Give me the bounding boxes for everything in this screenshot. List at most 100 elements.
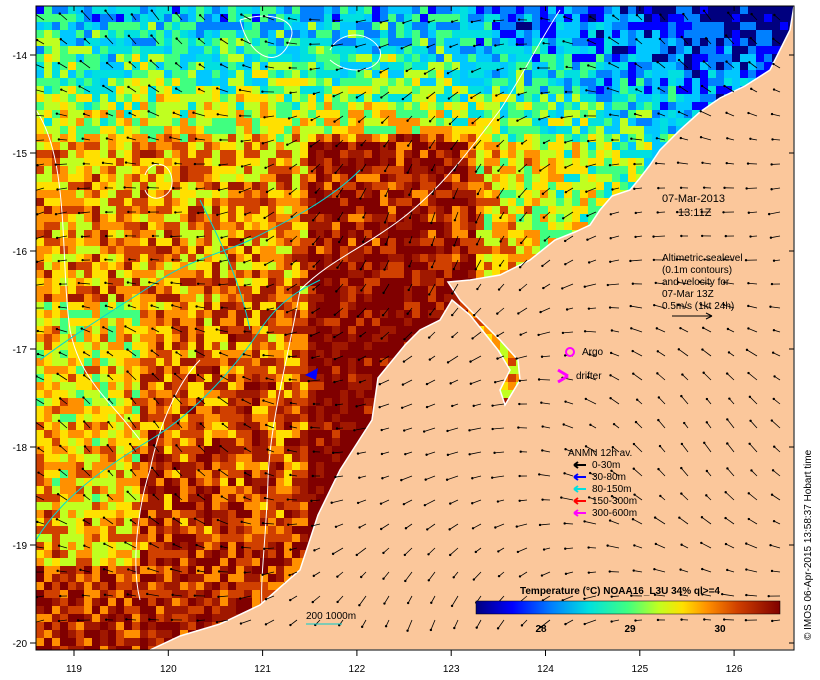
velocity-arrow-head [197, 469, 200, 472]
velocity-arrow [585, 330, 597, 333]
velocity-arrow-head [126, 593, 129, 596]
velocity-arrow [726, 373, 735, 381]
velocity-arrow-head [32, 622, 34, 624]
velocity-arrow [36, 14, 45, 21]
velocity-arrow [520, 235, 528, 244]
velocity-arrow-head [58, 468, 61, 472]
velocity-arrow [497, 331, 505, 337]
velocity-arrow [703, 442, 712, 453]
velocity-arrow-head [219, 63, 223, 66]
velocity-arrow [243, 65, 252, 69]
velocity-arrow [470, 355, 482, 362]
velocity-arrow [289, 571, 298, 576]
velocity-arrow-head [431, 192, 434, 196]
x-tick-label: 125 [631, 664, 648, 675]
velocity-arrow-head [560, 496, 563, 499]
velocity-arrow-head [333, 120, 336, 123]
velocity-arrow-head [446, 453, 450, 457]
velocity-arrow-head [242, 64, 245, 67]
velocity-arrow-head [518, 499, 521, 503]
velocity-arrow-head [60, 88, 63, 91]
velocity-arrow [36, 546, 45, 549]
velocity-arrow-head [218, 163, 221, 167]
velocity-arrow [401, 475, 413, 481]
velocity-arrow-head [265, 377, 268, 380]
velocity-arrow-head [631, 282, 635, 285]
velocity-arrow [381, 427, 390, 431]
velocity-arrow-head [104, 258, 107, 261]
velocity-arrow [78, 282, 91, 285]
velocity-arrow [726, 61, 735, 69]
velocity-arrow [471, 19, 482, 23]
velocity-arrow-head [381, 121, 384, 124]
velocity-arrow [170, 137, 183, 141]
velocity-arrow [447, 451, 459, 456]
velocity-arrow [703, 10, 712, 21]
velocity-arrow [679, 517, 689, 525]
velocity-arrow-head [312, 265, 315, 268]
velocity-arrow-head [679, 186, 683, 189]
velocity-arrow [749, 443, 758, 453]
velocity-arrow [216, 619, 229, 623]
velocity-arrow-head [471, 70, 474, 73]
velocity-arrow-head [239, 239, 243, 242]
velocity-arrow [83, 519, 91, 525]
velocity-arrow-head [540, 401, 543, 404]
velocity-arrow [241, 39, 252, 45]
velocity-arrow-head [633, 162, 636, 166]
velocity-arrow-head [59, 594, 62, 598]
velocity-arrow-head [81, 137, 84, 140]
velocity-arrow [239, 89, 252, 93]
velocity-arrow [748, 328, 758, 333]
velocity-arrow [610, 397, 620, 405]
velocity-arrow-head [515, 357, 518, 360]
velocity-arrow [337, 259, 344, 268]
velocity-arrow-head [196, 282, 200, 285]
velocity-arrow [334, 115, 344, 122]
velocity-arrow [518, 307, 528, 314]
velocity-arrow [588, 497, 597, 501]
velocity-arrow-head [471, 527, 475, 530]
velocity-arrow [770, 306, 781, 309]
velocity-arrow-head [107, 420, 110, 424]
velocity-arrow-head [378, 405, 381, 409]
velocity-arrow-head [517, 426, 520, 429]
velocity-arrow [497, 307, 505, 314]
velocity-arrow-head [290, 239, 293, 243]
velocity-arrow [564, 16, 574, 21]
velocity-arrow-head [262, 399, 265, 402]
velocity-arrow-head [264, 472, 267, 475]
x-tick-label: 119 [66, 664, 82, 675]
velocity-arrow-head [538, 523, 542, 527]
velocity-arrow [562, 595, 574, 601]
velocity-arrow [36, 495, 45, 501]
velocity-arrow-head [129, 519, 133, 522]
velocity-arrow-head [723, 186, 726, 190]
velocity-arrow [58, 139, 68, 141]
velocity-arrow-head [633, 493, 636, 496]
velocity-arrow [152, 328, 160, 333]
velocity-arrow-head [772, 259, 776, 262]
velocity-arrow [429, 139, 436, 148]
velocity-arrow-head [55, 236, 59, 240]
velocity-arrow [587, 39, 597, 45]
velocity-arrow [724, 282, 735, 285]
velocity-arrow-head [265, 239, 269, 242]
velocity-arrow [427, 523, 436, 530]
velocity-arrow-head [656, 372, 659, 375]
velocity-arrow-head [471, 502, 474, 505]
anmn-legend-arrowhead [573, 497, 579, 505]
velocity-arrow-head [747, 111, 750, 115]
velocity-arrow-head [309, 145, 313, 148]
velocity-arrow-head [563, 15, 566, 19]
velocity-arrow [542, 187, 551, 195]
velocity-arrow [195, 138, 206, 141]
velocity-arrow-head [496, 627, 500, 630]
velocity-arrow [104, 594, 114, 597]
velocity-arrow [290, 619, 298, 626]
velocity-arrow-head [656, 350, 660, 353]
velocity-arrow [658, 397, 666, 405]
velocity-arrow [494, 19, 505, 22]
velocity-arrow-head [678, 85, 682, 88]
velocity-arrow [633, 468, 643, 477]
